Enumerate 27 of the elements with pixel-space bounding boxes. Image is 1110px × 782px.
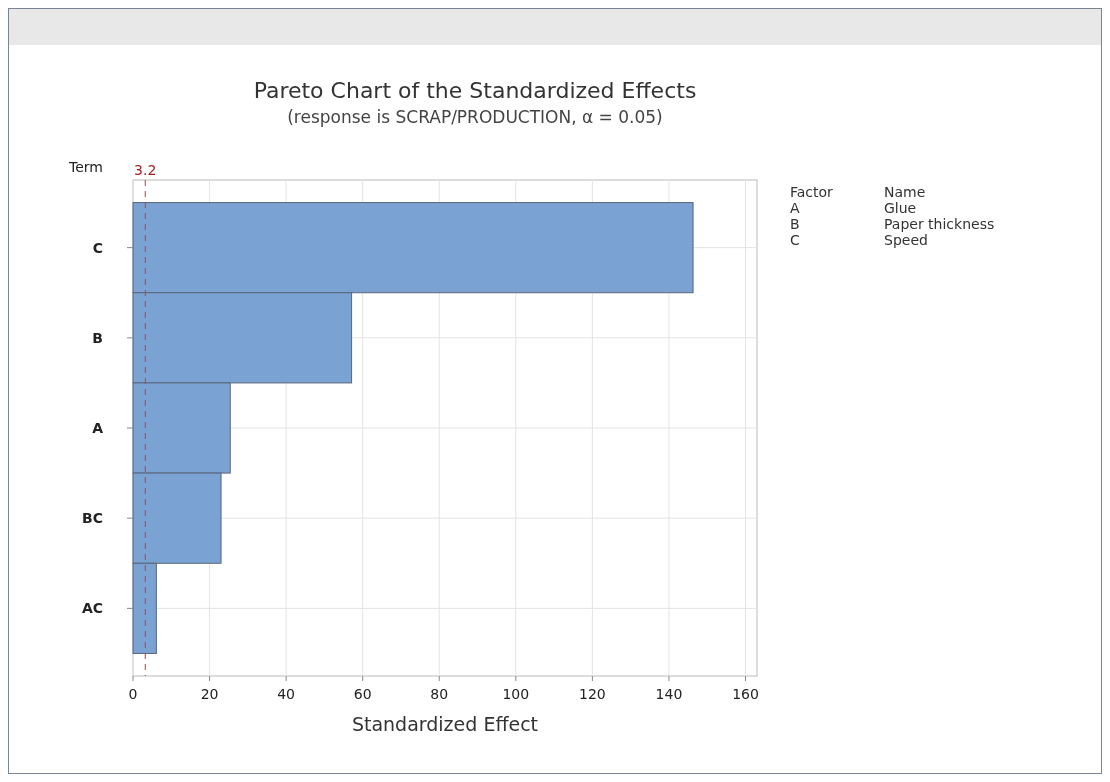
y-tick-label: B	[92, 329, 103, 346]
x-tick-label: 40	[277, 686, 296, 702]
x-tick-label: 160	[732, 686, 759, 702]
x-tick-label: 80	[430, 686, 449, 702]
x-axis-title: Standardized Effect	[351, 713, 539, 735]
y-tick-label: BC	[82, 510, 103, 527]
x-tick-label: 60	[353, 686, 372, 702]
y-tick-label: C	[92, 239, 103, 256]
text: Factor	[790, 184, 834, 200]
text: Paper thickness	[884, 216, 995, 232]
text: C	[790, 232, 800, 248]
x-tick-label: 120	[579, 686, 606, 702]
text: B	[790, 216, 800, 232]
text: Glue	[884, 200, 917, 216]
x-tick-label: 140	[655, 686, 683, 702]
x-tick-label: 20	[200, 686, 219, 702]
ref-line-label: 3.2	[134, 162, 157, 178]
chart-subtitle: (response is SCRAP/PRODUCTION, α = 0.05)	[287, 107, 663, 127]
x-tick-label: 0	[128, 686, 138, 702]
text: A	[790, 200, 800, 216]
y-tick-label: AC	[81, 600, 103, 617]
y-tick-label: A	[92, 420, 104, 436]
text: Speed	[884, 232, 928, 248]
x-tick-label: 100	[502, 686, 530, 702]
chart-title: Pareto Chart of the Standardized Effects	[253, 78, 697, 103]
text: Name	[884, 184, 926, 200]
y-axis-title: Term	[68, 159, 103, 175]
